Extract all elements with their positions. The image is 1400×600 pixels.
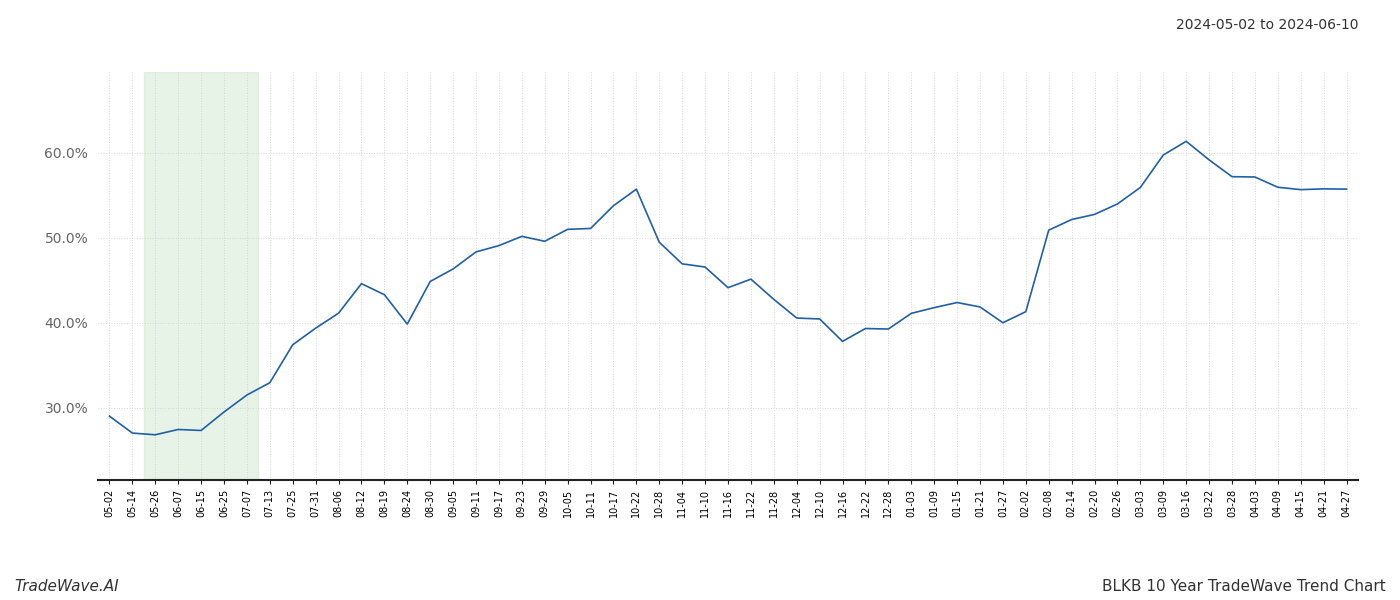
- Text: TradeWave.AI: TradeWave.AI: [14, 579, 119, 594]
- Text: BLKB 10 Year TradeWave Trend Chart: BLKB 10 Year TradeWave Trend Chart: [1102, 579, 1386, 594]
- Text: 2024-05-02 to 2024-06-10: 2024-05-02 to 2024-06-10: [1176, 18, 1358, 32]
- Bar: [144, 72, 259, 480]
